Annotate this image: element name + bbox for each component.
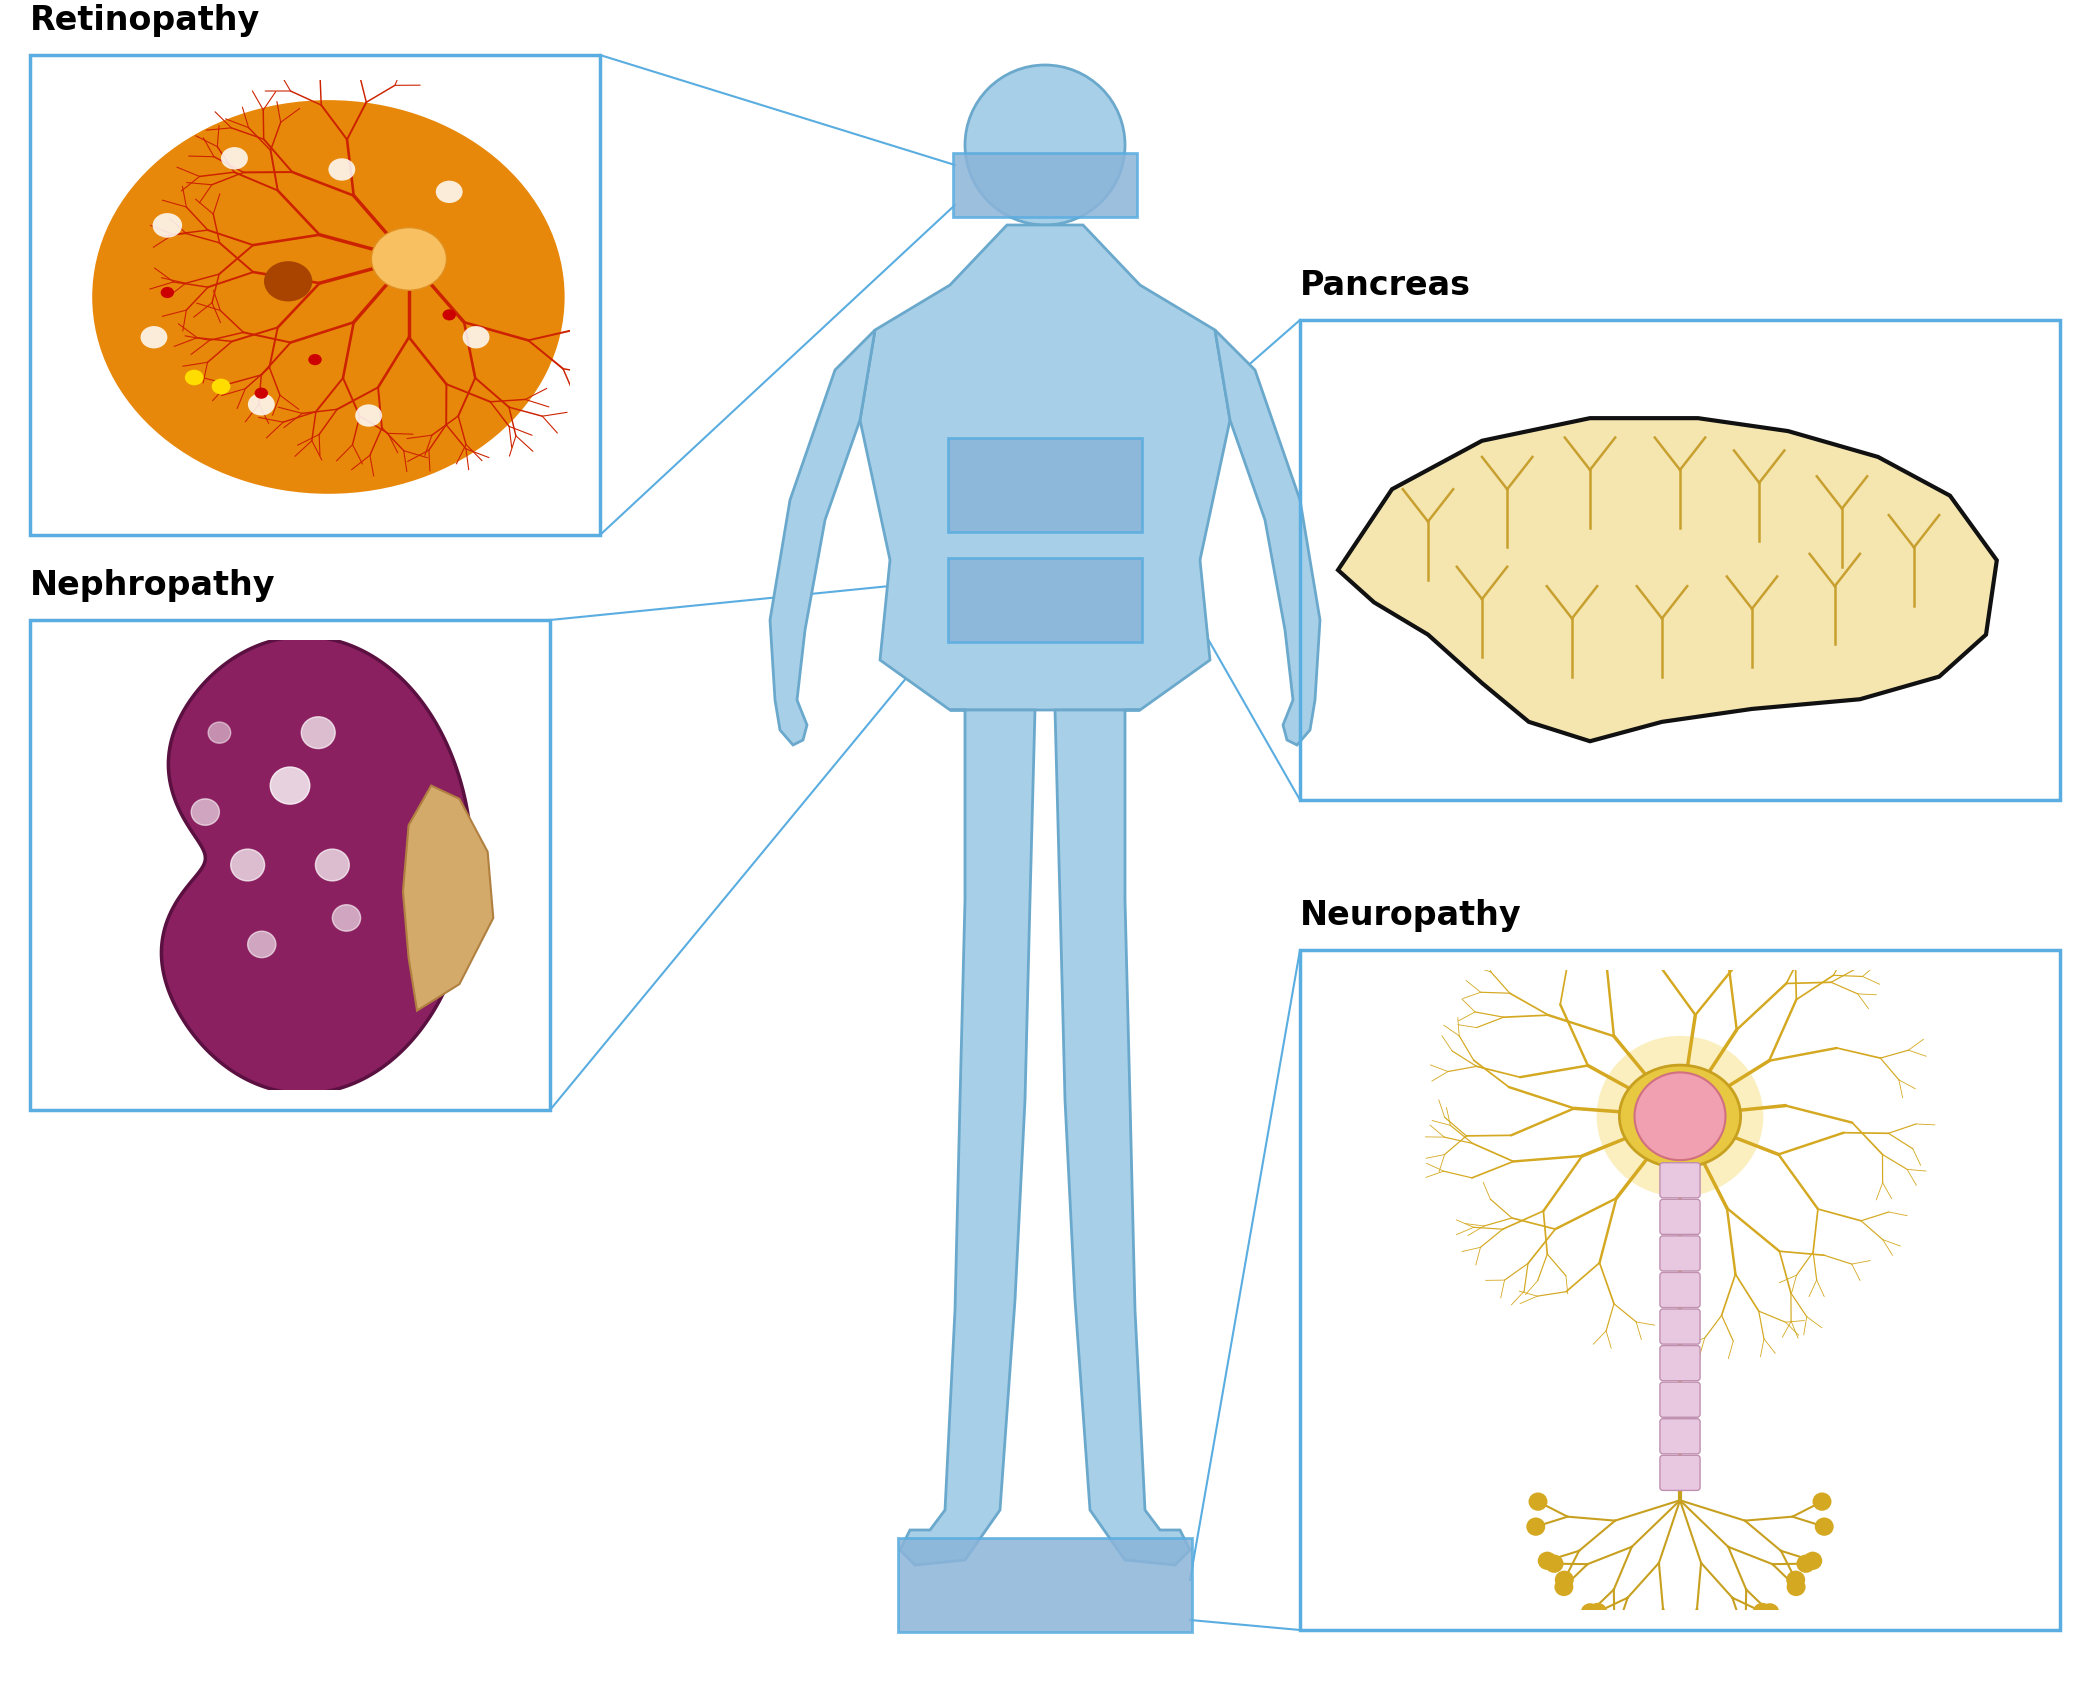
Text: Pancreas: Pancreas [1299, 269, 1471, 301]
Bar [1299, 950, 2060, 1630]
Polygon shape [1216, 330, 1320, 744]
FancyBboxPatch shape [953, 153, 1136, 217]
FancyBboxPatch shape [948, 557, 1143, 642]
Polygon shape [900, 711, 1034, 1564]
FancyBboxPatch shape [898, 1537, 1193, 1632]
Polygon shape [861, 226, 1230, 711]
Text: Neuropathy: Neuropathy [1299, 899, 1521, 931]
Bar [29, 620, 549, 1110]
Polygon shape [771, 330, 875, 744]
Text: Retinopathy: Retinopathy [29, 3, 261, 37]
Polygon shape [1055, 711, 1191, 1564]
Circle shape [965, 66, 1126, 226]
Text: Nephropathy: Nephropathy [29, 569, 276, 601]
FancyBboxPatch shape [948, 438, 1143, 532]
Bar [1299, 320, 2060, 800]
Bar [29, 56, 600, 536]
